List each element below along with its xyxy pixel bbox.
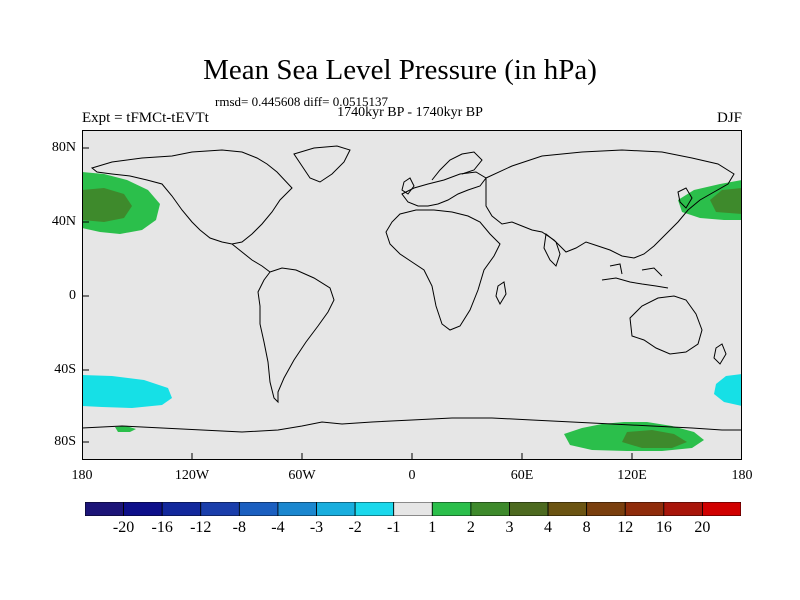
- coast-north-america: [90, 149, 293, 245]
- colorbar-box: [316, 502, 356, 516]
- colorbar-box: [663, 502, 703, 516]
- coast-japan: [677, 187, 693, 209]
- y-tick-label: 80S: [54, 434, 76, 449]
- anomaly-north-pacific-west-core: [82, 188, 132, 222]
- coast-indonesia: [601, 263, 669, 289]
- colorbar-label: 3: [505, 519, 514, 536]
- coast-africa: [385, 209, 501, 331]
- stats-text: rmsd= 0.445608 diff= 0.0515137: [215, 94, 388, 109]
- coastlines: [82, 145, 742, 433]
- colorbar-box: [624, 502, 665, 516]
- colorbar-label: -12: [190, 519, 212, 536]
- y-tick-label: 40S: [54, 362, 76, 377]
- colorbar-box: [354, 502, 395, 516]
- colorbar-label: 8: [582, 519, 591, 536]
- anomaly-south-indian: [714, 374, 742, 406]
- y-tick-label: 40N: [51, 214, 76, 229]
- coast-south-america: [257, 267, 335, 404]
- x-tick-label: 60W: [288, 468, 316, 483]
- x-tick-label: 60E: [510, 468, 534, 483]
- coast-india: [543, 233, 561, 267]
- colorbar-box: [547, 502, 588, 516]
- x-tick-label: 120E: [617, 468, 647, 483]
- colorbar-label: -2: [348, 519, 362, 536]
- x-tick-label: 180: [731, 468, 753, 483]
- coast-scandinavia: [431, 151, 483, 181]
- anomaly-south-pacific: [82, 375, 172, 408]
- colorbar-box: [393, 502, 433, 516]
- colorbar-label: 1: [428, 519, 437, 536]
- ocean-background: [82, 130, 742, 460]
- colorbar-label: -8: [232, 519, 246, 536]
- coast-asia: [485, 149, 735, 259]
- coast-madagascar: [495, 281, 507, 306]
- y-tick-label: 80N: [51, 140, 76, 155]
- colorbar-label: -20: [112, 519, 135, 536]
- x-tick-marks: [82, 453, 742, 460]
- colorbar-box: [161, 502, 202, 516]
- colorbar-box: [200, 502, 240, 516]
- colorbar-label: -4: [271, 519, 285, 536]
- anomaly-antarctica-core: [622, 430, 687, 448]
- coast-uk: [401, 177, 415, 195]
- colorbar-label: 12: [617, 519, 634, 536]
- colorbar-label: 4: [544, 519, 553, 536]
- coast-antarctica: [82, 417, 742, 433]
- x-tick-label: 0: [408, 468, 416, 483]
- colorbar-box: [586, 502, 626, 516]
- experiment-label: Expt = tFMCt-tEVTt: [82, 110, 209, 126]
- x-tick-label: 120W: [174, 468, 210, 483]
- colorbar: [85, 502, 741, 516]
- colorbar-box: [509, 502, 549, 516]
- colorbar-box: [85, 502, 124, 516]
- x-tick-label: 180: [71, 468, 93, 483]
- period-text: 1740kyr BP - 1740kyr BP: [337, 105, 483, 120]
- colorbar-label: 20: [694, 519, 711, 536]
- colorbar-box: [702, 502, 741, 516]
- colorbar-box: [470, 502, 510, 516]
- colorbar-box: [238, 502, 279, 516]
- colorbar-label: 16: [655, 519, 672, 536]
- plot-title: Mean Sea Level Pressure (in hPa): [203, 54, 597, 86]
- colorbar-label: -3: [309, 519, 324, 536]
- colorbar-box: [431, 502, 472, 516]
- season-label: DJF: [716, 110, 742, 126]
- anomaly-small-southern-ocean: [115, 426, 136, 432]
- map-plot: [82, 130, 742, 460]
- colorbar-box: [123, 502, 163, 516]
- y-tick-marks: [82, 147, 89, 443]
- coast-europe: [401, 171, 487, 207]
- colorbar-label: 2: [466, 519, 475, 536]
- y-tick-label: 0: [69, 288, 76, 303]
- anomaly-north-pacific-east-core: [710, 188, 742, 214]
- colorbar-label: -1: [387, 519, 401, 536]
- coast-greenland: [293, 145, 351, 183]
- coast-central-america: [231, 243, 271, 273]
- colorbar-box: [277, 502, 317, 516]
- coast-australia: [629, 295, 703, 355]
- coast-new-zealand: [713, 343, 727, 365]
- colorbar-label: -16: [151, 519, 173, 536]
